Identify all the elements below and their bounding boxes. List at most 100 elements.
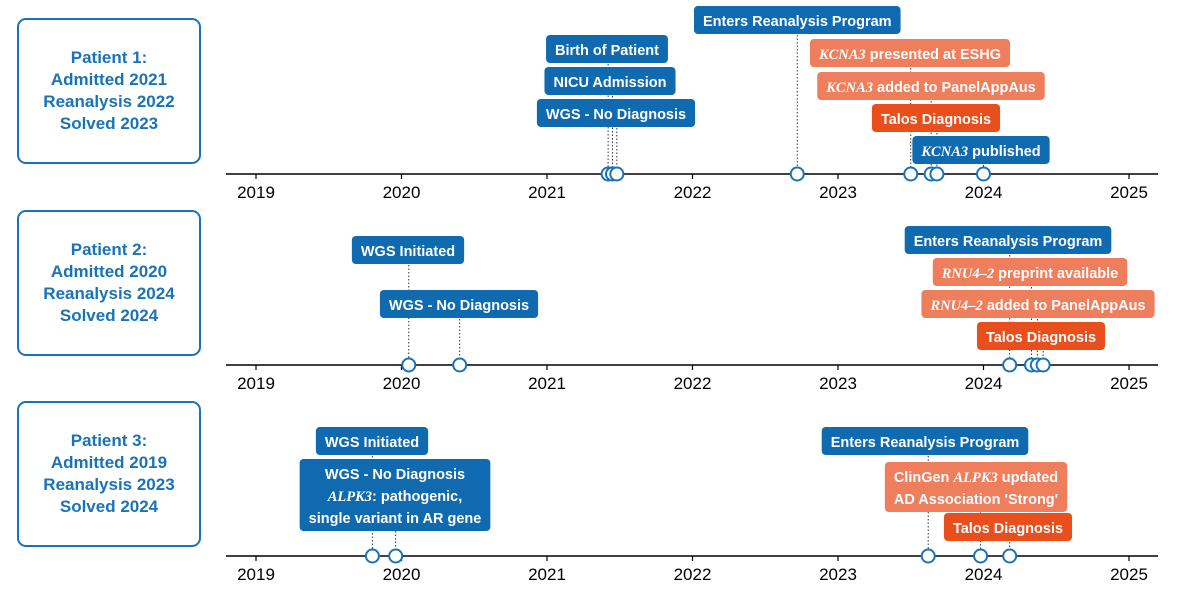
event-label-bg: [871, 104, 1001, 132]
event-label: KCNA3 published: [912, 136, 1050, 164]
event-label-text: ALPK3: pathogenic,: [327, 489, 463, 505]
event-label-text: AD Association 'Strong': [894, 492, 1058, 508]
axis-tick-label: 2022: [674, 183, 712, 202]
event-marker: [452, 357, 468, 373]
patient-box-line: Patient 2:: [70, 240, 148, 259]
event-label-bg: [932, 258, 1128, 286]
event-label-bg: [943, 513, 1073, 541]
event-marker: [388, 548, 404, 564]
timeline-panel: 2019 2020 2021 2022 2023 2024 2025 Birth of Pat…: [226, 6, 1158, 202]
event-label-text: Enters Reanalysis Program: [914, 234, 1103, 250]
event-label: RNU4–2 preprint available: [932, 258, 1128, 286]
patient-box-1: Patient 1: Admitted 2021 Reanalysis 2022…: [17, 18, 201, 164]
patient-box-line: Reanalysis 2022: [43, 92, 175, 111]
event-label-text: ClinGen ALPK3 updated: [894, 470, 1058, 486]
patient-box-3: Patient 3: Admitted 2019 Reanalysis 2023…: [17, 401, 201, 547]
event-label-text: KCNA3 published: [920, 144, 1040, 160]
axis-tick-label: 2024: [965, 183, 1003, 202]
patient-box-line: Solved 2024: [59, 497, 159, 516]
event-marker: [973, 548, 989, 564]
event-label-bg: [821, 427, 1029, 455]
event-label-text: WGS - No Diagnosis: [325, 467, 465, 483]
event-label: Talos Diagnosis: [943, 513, 1073, 541]
event-label: Enters Reanalysis Program: [693, 6, 901, 34]
event-label-text: Birth of Patient: [555, 43, 659, 59]
patient-box-line: Solved 2024: [59, 306, 159, 325]
event-label-bg: [299, 459, 491, 531]
patient-box-line: Admitted 2021: [50, 70, 168, 89]
axis-tick-label: 2020: [383, 183, 421, 202]
event-label-bg: [315, 427, 429, 455]
event-label-text: Enters Reanalysis Program: [831, 435, 1020, 451]
event-label: NICU Admission: [544, 67, 676, 95]
event-label-text: KCNA3 presented at ESHG: [818, 47, 1001, 63]
event-label: Talos Diagnosis: [871, 104, 1001, 132]
event-label-text: single variant in AR gene: [309, 511, 482, 527]
event-label: Enters Reanalysis Program: [904, 226, 1112, 254]
event-label-bg: [976, 322, 1106, 350]
event-label: WGS - No Diagnosis: [379, 290, 539, 318]
event-label-text: WGS - No Diagnosis: [389, 298, 529, 314]
event-label: Enters Reanalysis Program: [821, 427, 1029, 455]
timeline-panel: 2019 2020 2021 2022 2023 2024 2025 WGS Initiate…: [226, 427, 1158, 584]
axis-tick-label: 2021: [528, 565, 566, 584]
event-marker: [401, 357, 417, 373]
event-marker: [789, 166, 805, 182]
axis-tick-label: 2023: [819, 183, 857, 202]
event-label-text: WGS Initiated: [325, 435, 419, 451]
event-label: WGS Initiated: [315, 427, 429, 455]
axis-tick-label: 2019: [237, 183, 275, 202]
event-label: Birth of Patient: [546, 35, 668, 63]
event-label-bg: [817, 72, 1045, 100]
event-label-text: KCNA3 added to PanelAppAus: [825, 80, 1036, 96]
event-label-bg: [546, 35, 668, 63]
patient-box-line: Solved 2023: [59, 114, 159, 133]
event-label-text: RNU4–2 added to PanelAppAus: [929, 298, 1145, 314]
patient-box-line: Admitted 2020: [50, 262, 168, 281]
axis-tick-label: 2025: [1110, 374, 1148, 393]
patient-box-2: Patient 2: Admitted 2020 Reanalysis 2024…: [17, 210, 201, 356]
event-marker: [920, 548, 936, 564]
axis-tick-label: 2021: [528, 374, 566, 393]
event-marker: [1002, 548, 1018, 564]
axis-tick-label: 2022: [674, 374, 712, 393]
event-label: WGS Initiated: [351, 236, 465, 264]
event-label: Talos Diagnosis: [976, 322, 1106, 350]
axis-tick-label: 2024: [965, 565, 1003, 584]
event-label: KCNA3 added to PanelAppAus: [817, 72, 1045, 100]
axis-tick-label: 2024: [965, 374, 1003, 393]
event-label-bg: [904, 226, 1112, 254]
event-label-text: Talos Diagnosis: [953, 521, 1063, 537]
event-label: WGS - No Diagnosis ALPK3: pathogenic, sing…: [299, 459, 491, 531]
event-label-text: Enters Reanalysis Program: [703, 14, 892, 30]
event-label-bg: [351, 236, 465, 264]
event-label-text: RNU4–2 preprint available: [941, 266, 1118, 282]
event-label-text: Talos Diagnosis: [881, 112, 991, 128]
event-label-bg: [921, 290, 1155, 318]
event-label: KCNA3 presented at ESHG: [809, 39, 1011, 67]
event-label: WGS - No Diagnosis: [536, 99, 696, 127]
event-marker: [903, 166, 919, 182]
axis-tick-label: 2019: [237, 565, 275, 584]
event-label-text: NICU Admission: [553, 75, 666, 91]
event-marker: [364, 548, 380, 564]
event-label-bg: [544, 67, 676, 95]
event-label-bg: [809, 39, 1011, 67]
patient-box-line: Reanalysis 2023: [43, 475, 175, 494]
timeline-panel: 2019 2020 2021 2022 2023 2024 2025 WGS Initiate…: [226, 226, 1158, 393]
event-label-bg: [912, 136, 1050, 164]
event-label-text: WGS Initiated: [361, 244, 455, 260]
event-label-text: Talos Diagnosis: [986, 330, 1096, 346]
axis-tick-label: 2022: [674, 565, 712, 584]
patient-box-line: Admitted 2019: [50, 453, 168, 472]
patient-box-line: Patient 1:: [70, 48, 148, 67]
event-label-bg: [536, 99, 696, 127]
axis-tick-label: 2020: [383, 565, 421, 584]
patient-box-line: Patient 3:: [70, 431, 148, 450]
event-label-bg: [379, 290, 539, 318]
axis-tick-label: 2020: [383, 374, 421, 393]
axis-tick-label: 2023: [819, 565, 857, 584]
axis-tick-label: 2019: [237, 374, 275, 393]
event-marker: [929, 166, 945, 182]
